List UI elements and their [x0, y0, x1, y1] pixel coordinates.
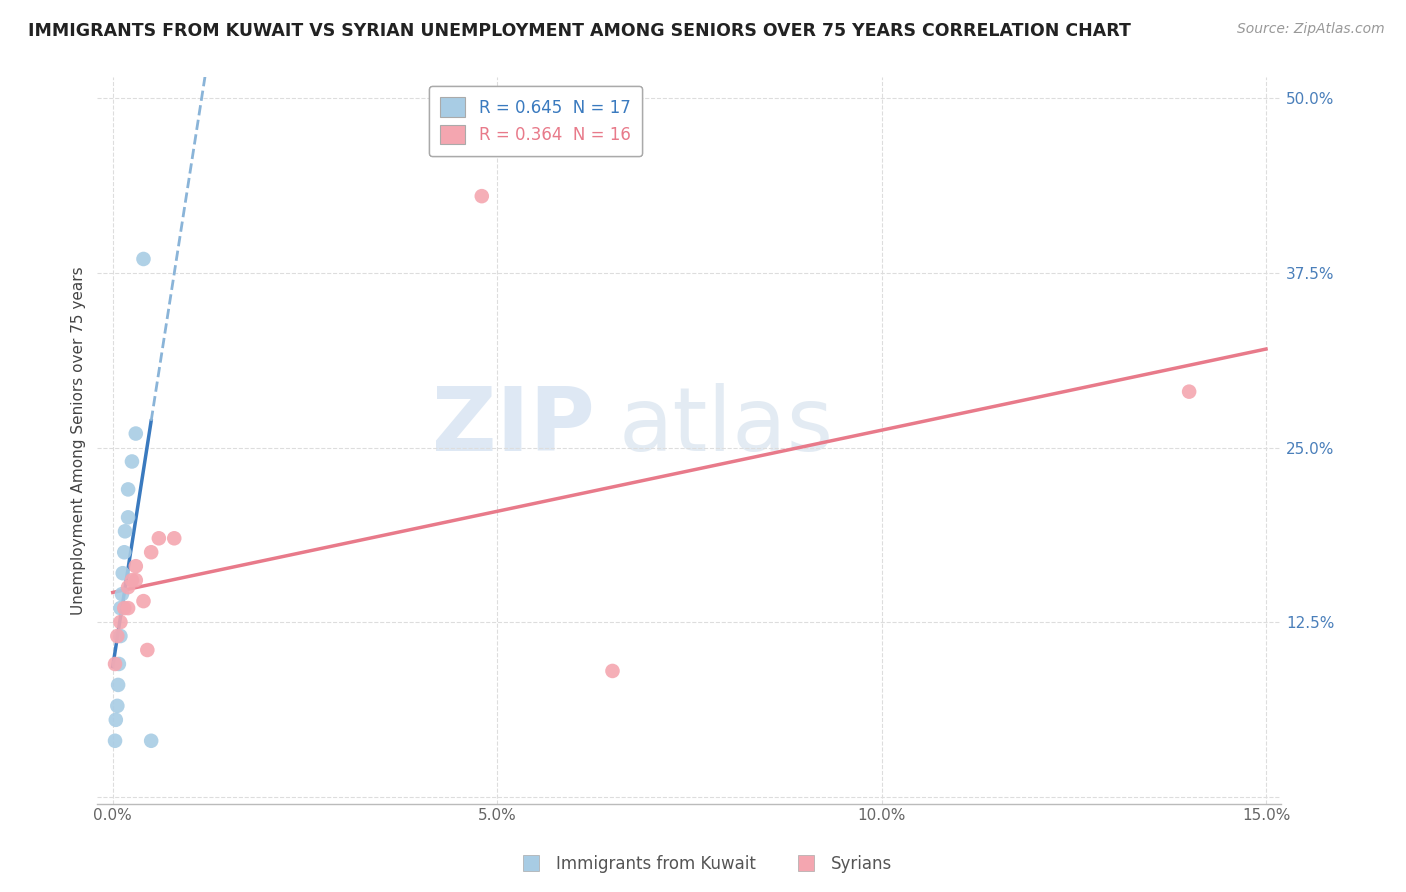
Point	[111, 587, 134, 601]
Point	[602, 664, 624, 678]
Point	[108, 657, 131, 671]
Text: IMMIGRANTS FROM KUWAIT VS SYRIAN UNEMPLOYMENT AMONG SENIORS OVER 75 YEARS CORREL: IMMIGRANTS FROM KUWAIT VS SYRIAN UNEMPLO…	[28, 22, 1130, 40]
Point	[114, 524, 136, 539]
Point	[104, 657, 127, 671]
Point	[148, 531, 170, 545]
Point	[105, 698, 128, 713]
Legend: Immigrants from Kuwait, Syrians: Immigrants from Kuwait, Syrians	[508, 848, 898, 880]
Point	[104, 713, 127, 727]
Point	[121, 454, 143, 468]
Point	[110, 601, 132, 615]
Point	[104, 733, 127, 747]
Point	[117, 601, 139, 615]
Point	[163, 531, 186, 545]
Point	[141, 733, 163, 747]
Point	[132, 252, 155, 266]
Point	[117, 483, 139, 497]
Point	[121, 573, 143, 587]
Text: ZIP: ZIP	[432, 383, 595, 469]
Point	[141, 545, 163, 559]
Point	[117, 510, 139, 524]
Point	[110, 629, 132, 643]
Point	[1178, 384, 1201, 399]
Text: Source: ZipAtlas.com: Source: ZipAtlas.com	[1237, 22, 1385, 37]
Point	[112, 601, 135, 615]
Point	[117, 580, 139, 594]
Text: atlas: atlas	[619, 383, 834, 469]
Point	[112, 545, 135, 559]
Point	[125, 426, 148, 441]
Point	[110, 615, 132, 629]
Y-axis label: Unemployment Among Seniors over 75 years: Unemployment Among Seniors over 75 years	[72, 266, 86, 615]
Point	[132, 594, 155, 608]
Point	[471, 189, 494, 203]
Point	[107, 678, 129, 692]
Point	[105, 629, 128, 643]
Point	[125, 559, 148, 574]
Point	[125, 573, 148, 587]
Point	[111, 566, 134, 581]
Point	[136, 643, 159, 657]
Legend: R = 0.645  N = 17, R = 0.364  N = 16: R = 0.645 N = 17, R = 0.364 N = 16	[429, 86, 643, 156]
